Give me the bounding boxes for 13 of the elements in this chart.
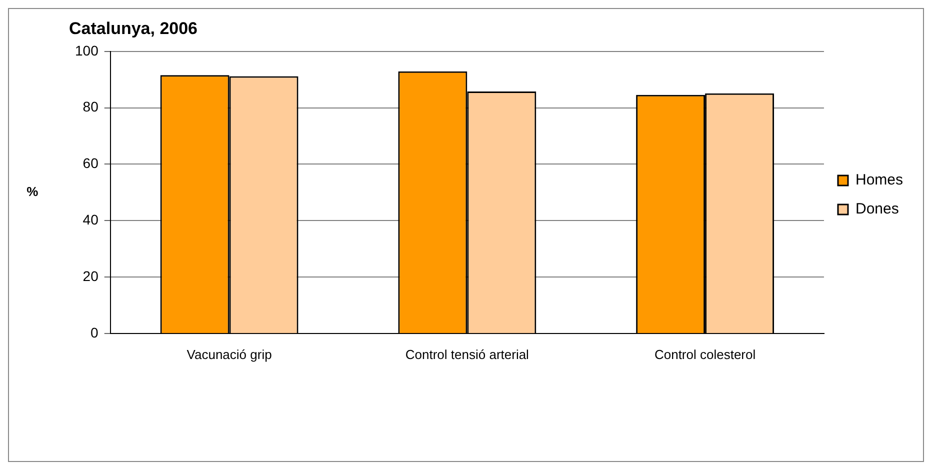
y-tick-label: 40 <box>82 211 99 228</box>
x-tick-label: Control colesterol <box>654 346 756 362</box>
y-axis-title: % <box>26 184 39 199</box>
y-tick-label: 20 <box>82 268 99 284</box>
y-tick-label: 60 <box>82 155 99 172</box>
legend-label: Homes <box>855 172 904 189</box>
legend-label: Dones <box>855 200 899 218</box>
x-tick-label: Control tensió arterial <box>405 346 530 362</box>
y-tick-label: 0 <box>90 324 99 340</box>
x-tick-label: Vacunació grip <box>186 346 272 362</box>
chart-title: Catalunya, 2006 <box>69 18 198 38</box>
y-tick-label: 80 <box>82 98 99 115</box>
y-tick-label: 100 <box>75 42 99 58</box>
